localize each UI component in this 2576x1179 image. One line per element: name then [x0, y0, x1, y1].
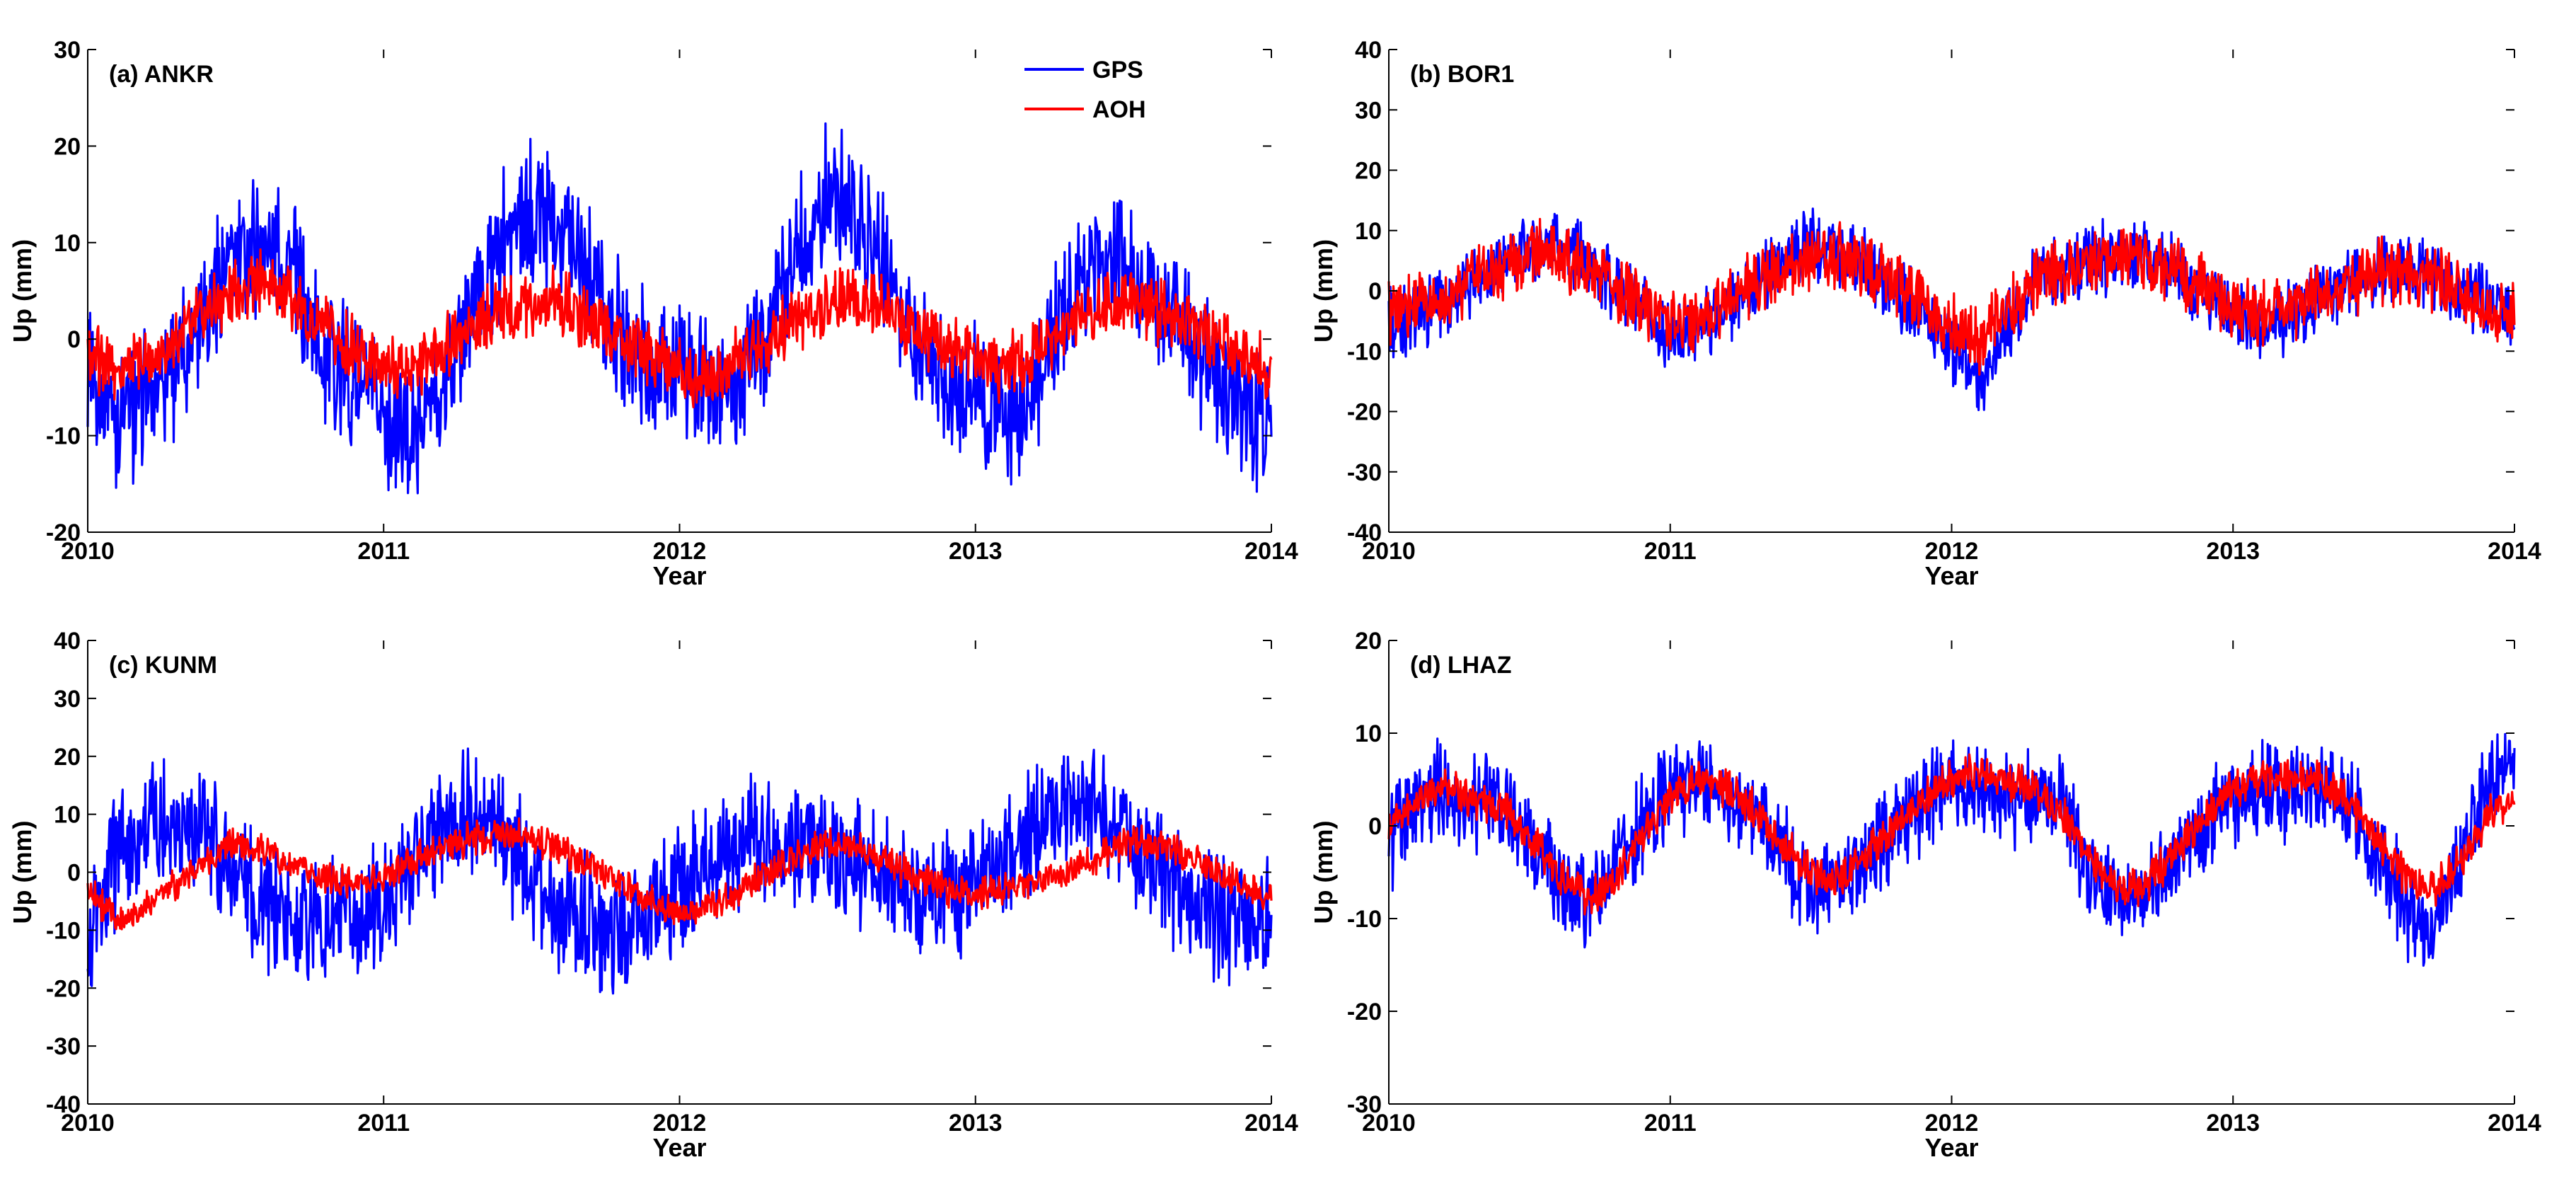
- x-tick-label: 2012: [653, 538, 707, 565]
- y-tick-label: 40: [1355, 37, 1382, 64]
- legend-label-gps: GPS: [1092, 57, 1143, 84]
- x-tick-label: 2014: [2488, 1110, 2541, 1137]
- x-tick-label: 2013: [2206, 1110, 2260, 1137]
- y-axis-label: Up (mm): [8, 239, 37, 343]
- y-tick-label: 0: [1368, 278, 1382, 305]
- y-tick-label: 10: [1355, 720, 1382, 747]
- y-tick-label: -40: [46, 1091, 81, 1118]
- legend-label-aoh: AOH: [1092, 96, 1146, 123]
- y-tick-label: -30: [1347, 459, 1382, 486]
- chart-panel-1: -20 -10 0 10 20 30 2010 2011 2012 2013 2014 Year Up …: [8, 37, 1298, 590]
- series-line-aoh: [1387, 753, 2516, 916]
- series-line-aoh: [86, 248, 1273, 408]
- series-line-gps: [86, 122, 1273, 495]
- x-tick-label: 2011: [357, 1110, 410, 1137]
- panel-title: (b) BOR1: [1410, 61, 1514, 88]
- panel-title: (d) LHAZ: [1410, 652, 1512, 679]
- series-line-aoh: [1387, 217, 2516, 376]
- y-tick-label: -10: [46, 917, 81, 944]
- legend: GPS AOH: [1024, 57, 1146, 123]
- x-axis-label: Year: [652, 1133, 706, 1162]
- x-axis-label: Year: [1924, 1133, 1978, 1162]
- y-tick-label: 20: [54, 744, 81, 771]
- x-tick-label: 2011: [357, 538, 410, 565]
- y-axis-label: Up (mm): [8, 821, 37, 924]
- x-tick-label: 2013: [949, 538, 1003, 565]
- series-line-gps: [1387, 732, 2516, 967]
- series-line-gps: [1387, 207, 2516, 411]
- y-axis-label: Up (mm): [1309, 239, 1338, 343]
- y-tick-label: -30: [46, 1033, 81, 1060]
- series-line-aoh: [86, 817, 1273, 931]
- y-tick-label: 30: [54, 37, 81, 64]
- chart-panel-3: -40 -30 -20 -10 0 10 20 30 40 2010 2011 2012 2013 201…: [8, 628, 1298, 1162]
- panel-title: (c) KUNM: [109, 652, 217, 679]
- x-tick-label: 2012: [653, 1110, 707, 1137]
- y-tick-label: 10: [54, 230, 81, 257]
- x-tick-label: 2011: [1644, 1110, 1697, 1137]
- y-tick-label: -20: [1347, 399, 1382, 426]
- y-tick-label: 30: [1355, 97, 1382, 124]
- x-axis-label: Year: [652, 561, 706, 590]
- x-tick-label: 2010: [1362, 538, 1416, 565]
- chart-panel-2: -40 -30 -20 -10 0 10 20 30 40 2010 2011 2012 2013 201…: [1309, 37, 2541, 590]
- y-tick-label: 0: [67, 326, 81, 353]
- x-tick-label: 2012: [1925, 538, 1979, 565]
- y-tick-label: -30: [1347, 1091, 1382, 1118]
- y-tick-label: -10: [46, 423, 81, 450]
- x-tick-label: 2010: [1362, 1110, 1416, 1137]
- y-tick-label: 20: [1355, 158, 1382, 185]
- x-tick-label: 2014: [1244, 1110, 1298, 1137]
- y-tick-label: -10: [1347, 906, 1382, 933]
- x-tick-label: 2013: [949, 1110, 1003, 1137]
- x-tick-label: 2010: [61, 538, 115, 565]
- x-tick-label: 2014: [2488, 538, 2541, 565]
- y-tick-label: 20: [1355, 628, 1382, 655]
- chart-panel-4: -30 -20 -10 0 10 20 2010 2011 2012 2013 2014 Year Up…: [1309, 628, 2541, 1162]
- y-tick-label: 10: [54, 802, 81, 829]
- y-axis-label: Up (mm): [1309, 821, 1338, 924]
- y-tick-label: 30: [54, 686, 81, 713]
- y-tick-label: -20: [46, 519, 81, 546]
- x-tick-label: 2014: [1244, 538, 1298, 565]
- y-tick-label: -20: [1347, 999, 1382, 1025]
- x-tick-label: 2013: [2206, 538, 2260, 565]
- y-tick-label: 40: [54, 628, 81, 655]
- y-tick-label: 20: [54, 133, 81, 160]
- x-tick-label: 2010: [61, 1110, 115, 1137]
- y-tick-label: -10: [1347, 338, 1382, 365]
- x-tick-label: 2012: [1925, 1110, 1979, 1137]
- y-tick-label: -40: [1347, 519, 1382, 546]
- y-tick-label: 10: [1355, 218, 1382, 245]
- x-axis-label: Year: [1924, 561, 1978, 590]
- y-tick-label: 0: [1368, 813, 1382, 840]
- series-line-gps: [86, 747, 1273, 995]
- y-tick-label: -20: [46, 975, 81, 1002]
- y-tick-label: 0: [67, 860, 81, 887]
- panel-title: (a) ANKR: [109, 61, 214, 88]
- x-tick-label: 2011: [1644, 538, 1697, 565]
